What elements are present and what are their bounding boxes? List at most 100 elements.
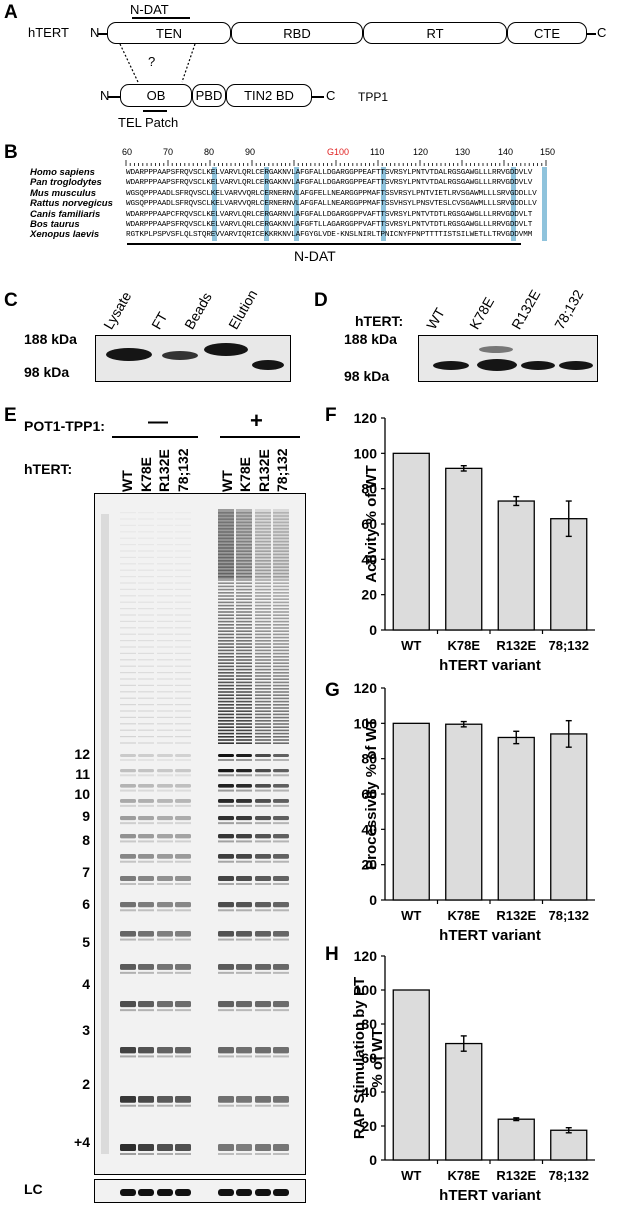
- domain-ob: OB: [120, 84, 192, 107]
- error-bar-78;132: [565, 500, 572, 538]
- ndat-label-b: N-DAT: [294, 248, 336, 264]
- error-bar-78;132: [565, 1126, 572, 1134]
- panel-label-h: H: [325, 944, 339, 965]
- species-rattus-norvegicus: Rattus norvegicus: [30, 198, 113, 210]
- ruler-140: 140: [498, 147, 514, 157]
- hTERT-n-terminus: N: [90, 25, 100, 40]
- x-tick-label: 78;132: [549, 638, 589, 653]
- highlight-col-2: [264, 167, 269, 241]
- repeat-8: 8: [82, 832, 90, 848]
- seq-bos-taurus: WDARPPPAAPSFRQVSCLKELVARVLQRLCERGAKNVLAF…: [126, 221, 533, 230]
- y-tick-label: 100: [354, 445, 378, 461]
- error-bar-R132E: [513, 495, 520, 507]
- species-list: Homo sapiens Pan troglodytes Mus musculu…: [30, 167, 122, 241]
- lane-label-beads: Beads: [181, 289, 215, 332]
- lc-band-2: [138, 1189, 154, 1196]
- lane-e-k78e-minus: K78E: [138, 456, 154, 492]
- x-tick-label: 78;132: [549, 1168, 589, 1183]
- error-bar-78;132: [565, 719, 572, 748]
- y-tick-label: 100: [354, 982, 378, 998]
- interaction-dotted-lines: [119, 44, 196, 83]
- x-tick-label: 78;132: [549, 908, 589, 923]
- domain-rt: RT: [363, 22, 507, 44]
- y-tick-label: 120: [354, 410, 378, 426]
- seq-mus-musculus: WGSQPPPAADLSFRQVSCLKELVARVVQRLCERNERNVLA…: [126, 189, 537, 198]
- plus-label: +: [250, 408, 263, 433]
- lc-band-4: [175, 1189, 191, 1196]
- domain-cte: CTE: [507, 22, 587, 44]
- domain-pbd: PBD: [192, 84, 226, 107]
- panel-label-e: E: [4, 405, 17, 426]
- band-lysate: [106, 348, 152, 361]
- species-canis-familiaris: Canis familiaris: [30, 208, 101, 220]
- activity-gel: [94, 493, 306, 1175]
- error-bar-K78E: [460, 1035, 467, 1052]
- bar-WT: [392, 452, 430, 631]
- highlight-col-6: [542, 167, 547, 241]
- panel-label-g: G: [325, 680, 340, 701]
- panel-label-b: B: [4, 142, 18, 163]
- species-mus-musculus: Mus musculus: [30, 187, 96, 199]
- hTERT-label: hTERT: [28, 25, 69, 40]
- lane-e-r132e-plus: R132E: [256, 449, 272, 492]
- y-tick-label: 120: [354, 948, 378, 964]
- chart-f-activity: 0 20 40 60 80 100 120 WT K78E R132E 78;132 hTERT va…: [354, 410, 595, 674]
- gel-lane-6: [236, 509, 252, 1155]
- tpp1-c-terminus: C: [326, 88, 336, 103]
- species-homo-sapiens: Homo sapiens: [30, 167, 95, 178]
- species-bos-taurus: Bos taurus: [30, 219, 80, 231]
- band-d-wt: [433, 361, 469, 370]
- mw-98-c: 98 kDa: [24, 364, 70, 380]
- y-tick-label: 0: [369, 1152, 377, 1168]
- n-linker: [98, 33, 108, 35]
- y-tick-label: 20: [361, 587, 377, 603]
- lc-band-5: [218, 1189, 234, 1196]
- tel-patch-label: TEL Patch: [118, 115, 179, 130]
- chart-h-rap-stimulation: 0 20 40 60 80 100 120 WT K78E R132E 78;132 hTERT va…: [351, 948, 595, 1204]
- x-axis-label: hTERT variant: [439, 927, 541, 944]
- activity-gel-bands: [101, 509, 289, 1155]
- bar-WT: [392, 722, 430, 901]
- bar-WT: [392, 989, 430, 1161]
- y-tick-label: 100: [354, 715, 378, 731]
- lane-e-r132e-minus: R132E: [156, 449, 172, 492]
- panel-label-d: D: [314, 290, 328, 311]
- repeat-9: 9: [82, 808, 90, 824]
- seq-rattus-norvegicus: WGSQPPPAADLSFRQVSCLKELVARVVQRLCERNERNVLA…: [126, 200, 537, 209]
- seq-xenopus-laevis: RGTKPLPSPVSFLQLSTQREVVARVIQRICEKKRKNVLAF…: [126, 231, 533, 240]
- species-xenopus-laevis: Xenopus laevis: [30, 229, 100, 241]
- band-d-r132e: [521, 361, 555, 370]
- y-tick-label: 40: [361, 1084, 377, 1100]
- y-axis-label: RAP Stimulation by PT: [351, 977, 368, 1139]
- ruler-90: 90: [245, 147, 256, 157]
- seq-homo-sapiens: WDARPPPAAPSFRQVSCLKELVARVLQRLCERGAKNVLAF…: [126, 169, 533, 177]
- gel-c: [95, 335, 291, 382]
- ruler-150: 150: [540, 147, 556, 157]
- panel-label-a: A: [4, 2, 18, 23]
- repeat-7: 7: [82, 864, 90, 880]
- repeat-6: 6: [82, 896, 90, 912]
- lane-e-wt-minus: WT: [119, 470, 135, 492]
- tel-patch-bar: [143, 110, 167, 112]
- error-bar-R132E: [513, 1117, 520, 1122]
- plus-bar: [220, 436, 300, 438]
- ndat-label-a: N-DAT: [130, 2, 169, 17]
- y-tick-label: 40: [361, 821, 377, 837]
- repeat-plus4: +4: [74, 1134, 90, 1150]
- panel-label-f: F: [325, 405, 337, 426]
- species-pan-troglodytes: Pan troglodytes: [30, 177, 102, 189]
- bar-78;132: [550, 733, 588, 901]
- highlight-col-4: [381, 167, 386, 241]
- lane-label-lysate: Lysate: [100, 288, 135, 332]
- gel-lane-3: [157, 524, 173, 1155]
- loading-control-bands: [120, 1189, 289, 1196]
- ruler-ticks: [125, 160, 547, 166]
- x-tick-label: WT: [401, 908, 421, 923]
- y-tick-label: 80: [361, 481, 377, 497]
- error-bar-K78E: [460, 465, 467, 472]
- band-beads: [204, 343, 248, 356]
- bar-R132E: [497, 500, 535, 631]
- lane-e-wt-plus: WT: [219, 470, 235, 492]
- repeat-2: 2: [82, 1076, 90, 1092]
- x-tick-label: WT: [401, 1168, 421, 1183]
